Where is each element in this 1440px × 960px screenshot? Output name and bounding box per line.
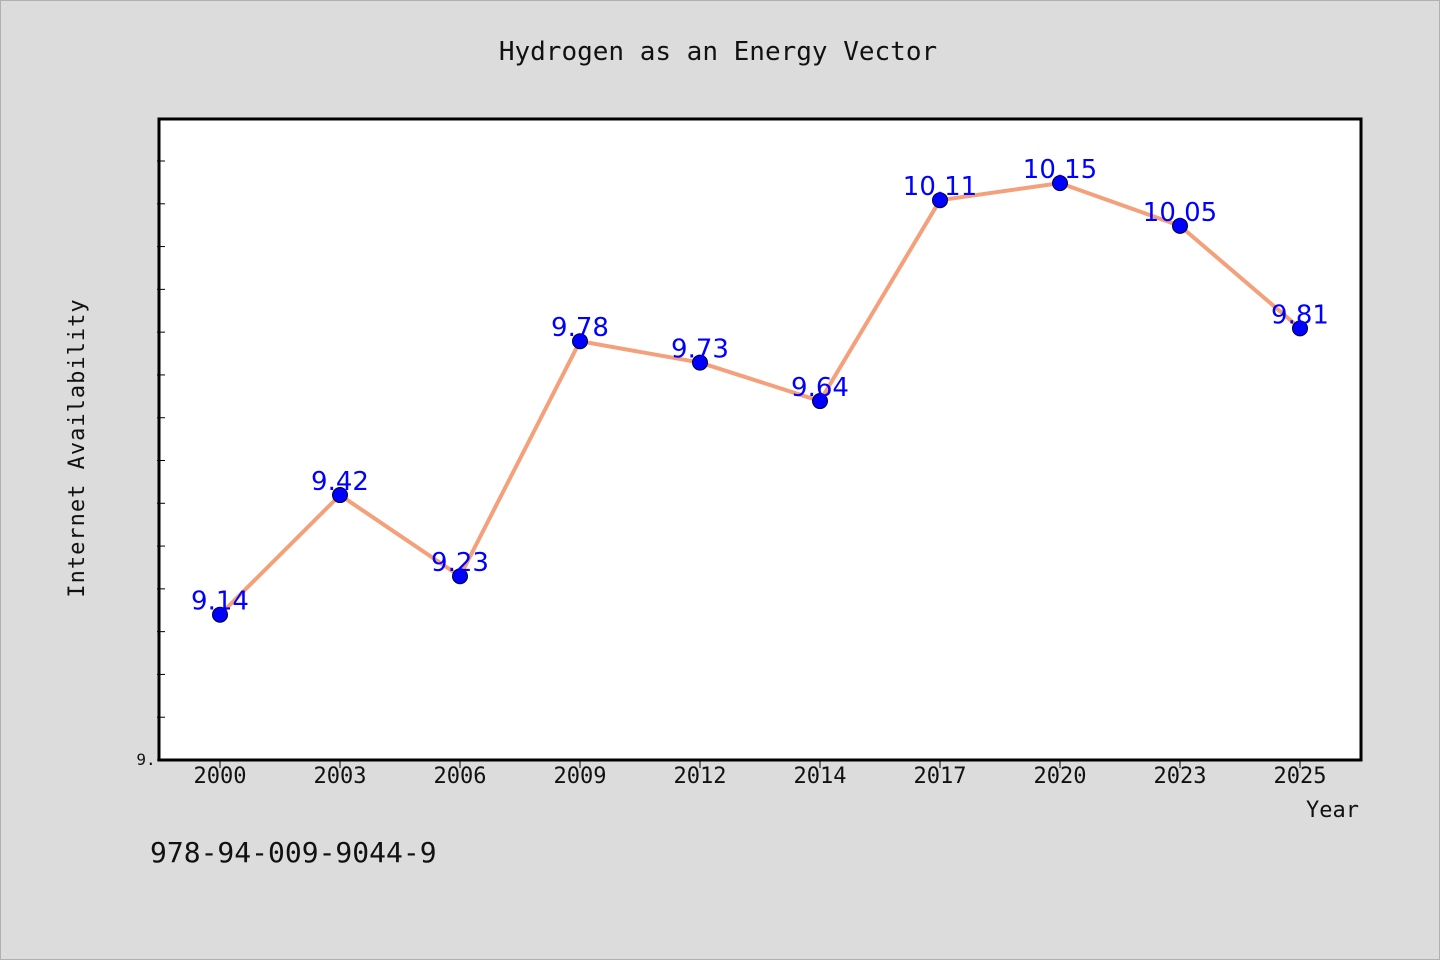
x-tick-label: 2017 — [914, 764, 967, 789]
x-tick-label: 2023 — [1154, 764, 1207, 789]
x-tick-label: 2014 — [794, 764, 847, 789]
data-point — [1172, 217, 1188, 234]
data-point — [932, 192, 948, 209]
data-label: 10.15 — [1023, 155, 1097, 185]
x-axis-title: Year — [1306, 798, 1359, 823]
data-point — [812, 393, 828, 410]
data-point — [692, 354, 708, 371]
data-label: 9.14 — [191, 587, 249, 617]
data-label: 10.05 — [1143, 198, 1217, 228]
data-point — [572, 333, 588, 350]
data-label: 9.64 — [791, 373, 849, 403]
data-point — [212, 606, 228, 623]
x-tick-label: 2006 — [434, 764, 487, 789]
data-label: 9.78 — [551, 313, 609, 343]
data-label: 9.42 — [311, 467, 369, 497]
data-label: 9.81 — [1271, 300, 1329, 330]
x-tick-label: 2012 — [674, 764, 727, 789]
series-markers-group — [212, 175, 1308, 623]
y-axis-title: Internet Availability — [65, 298, 90, 597]
data-label: 10.11 — [903, 172, 977, 202]
y-axis-ticks — [157, 160, 165, 761]
data-label: 9.73 — [671, 335, 729, 365]
isbn-text: 978-94-009-9044-9 — [150, 836, 437, 869]
plot-area — [157, 117, 1363, 762]
x-tick-label: 2000 — [194, 764, 247, 789]
x-axis-tick-labels: 2000 2003 2006 2009 2012 2014 2017 2020 2023 2025 — [194, 764, 1327, 789]
series-line-group — [218, 181, 1302, 617]
data-label: 9.23 — [431, 548, 489, 578]
series-line — [218, 181, 1302, 617]
data-point — [1292, 320, 1308, 337]
x-tick-label: 2020 — [1034, 764, 1087, 789]
x-tick-label: 2003 — [314, 764, 367, 789]
x-tick-label: 2025 — [1274, 764, 1327, 789]
data-point — [452, 568, 468, 585]
chart-title: Hydrogen as an Energy Vector — [499, 37, 937, 67]
data-point — [332, 487, 348, 504]
x-axis-ticks — [219, 760, 1301, 768]
y-tick-label: 9. — [136, 750, 155, 769]
x-tick-label: 2009 — [554, 764, 607, 789]
data-labels-group: 9.14 9.42 9.23 9.78 9.73 9.64 10.11 10.15 10.05 9… — [191, 155, 1329, 617]
data-point — [1052, 175, 1068, 192]
